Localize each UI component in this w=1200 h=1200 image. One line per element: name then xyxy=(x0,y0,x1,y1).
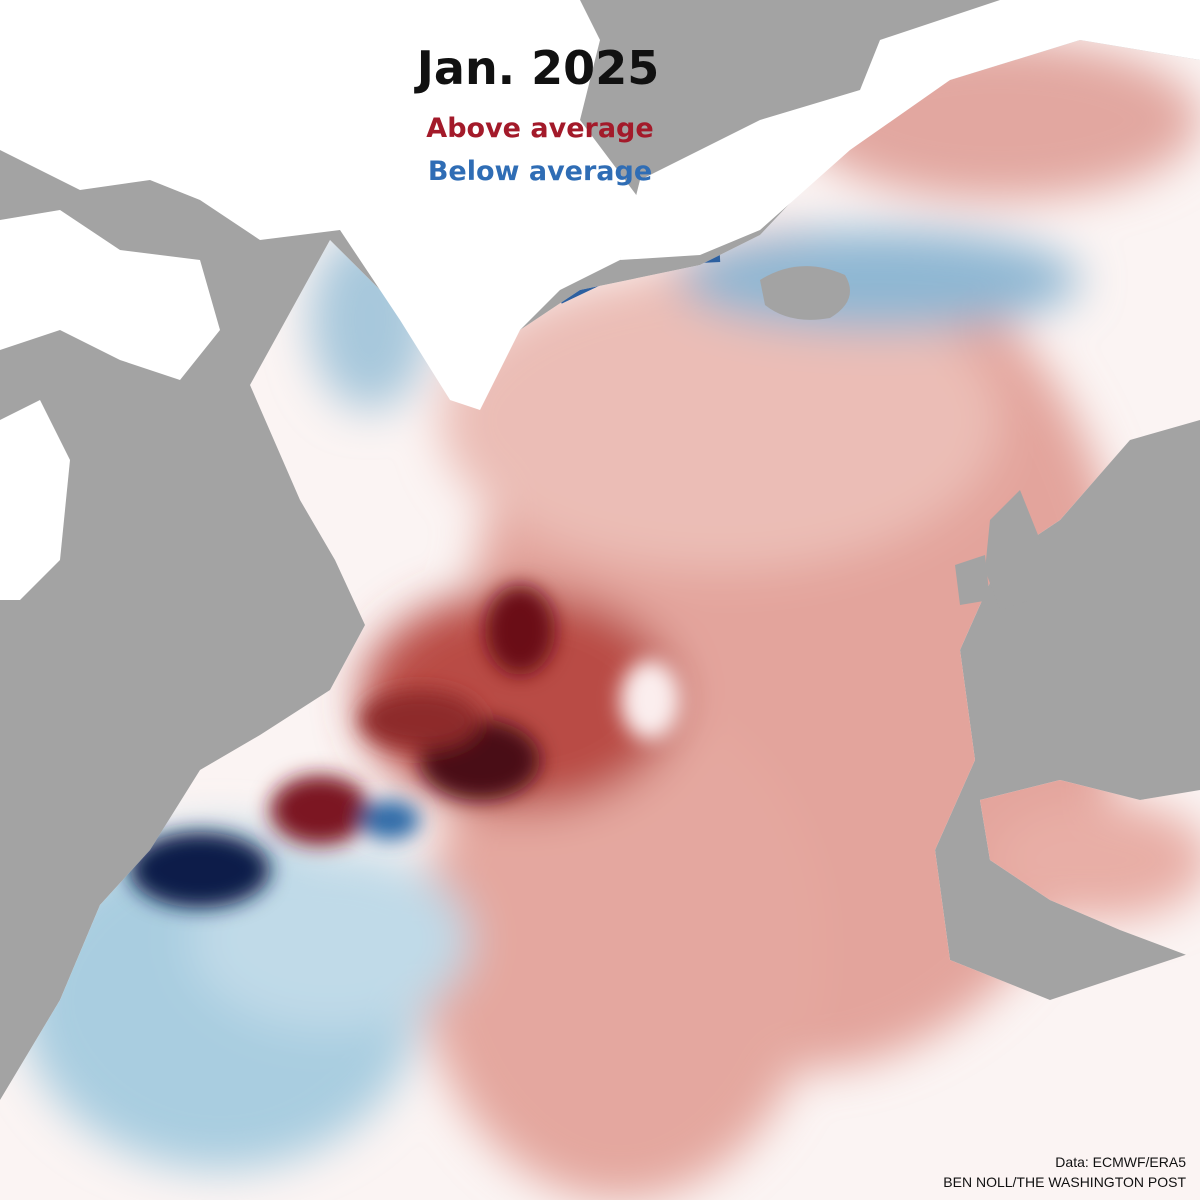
iceland xyxy=(760,266,850,320)
arctic-islands xyxy=(0,210,220,380)
anomaly-cores xyxy=(130,585,680,908)
cool-area xyxy=(190,850,470,1030)
warm-core xyxy=(485,585,555,675)
ireland xyxy=(955,555,990,605)
warm-core xyxy=(270,775,370,845)
sea-ice xyxy=(620,0,1200,260)
warm-area xyxy=(420,700,820,1200)
greenland-ice xyxy=(0,0,640,410)
map-title: Jan. 2025 xyxy=(414,41,659,95)
cool-area xyxy=(680,230,1080,330)
cool-core xyxy=(130,832,270,908)
byline-credit: BEN NOLL/THE WASHINGTON POST xyxy=(943,1174,1186,1190)
warm-area xyxy=(440,270,1000,570)
anomaly-field xyxy=(20,40,1200,1200)
legend-below: Below average xyxy=(428,156,652,187)
cool-core xyxy=(360,800,420,840)
source-credit: Data: ECMWF/ERA5 xyxy=(1055,1154,1186,1170)
legend-above: Above average xyxy=(426,113,653,144)
britain xyxy=(985,490,1040,610)
warm-area xyxy=(990,800,1200,920)
hudson-ice xyxy=(0,400,70,600)
neutral-patch xyxy=(620,660,680,740)
warm-core xyxy=(360,690,480,750)
